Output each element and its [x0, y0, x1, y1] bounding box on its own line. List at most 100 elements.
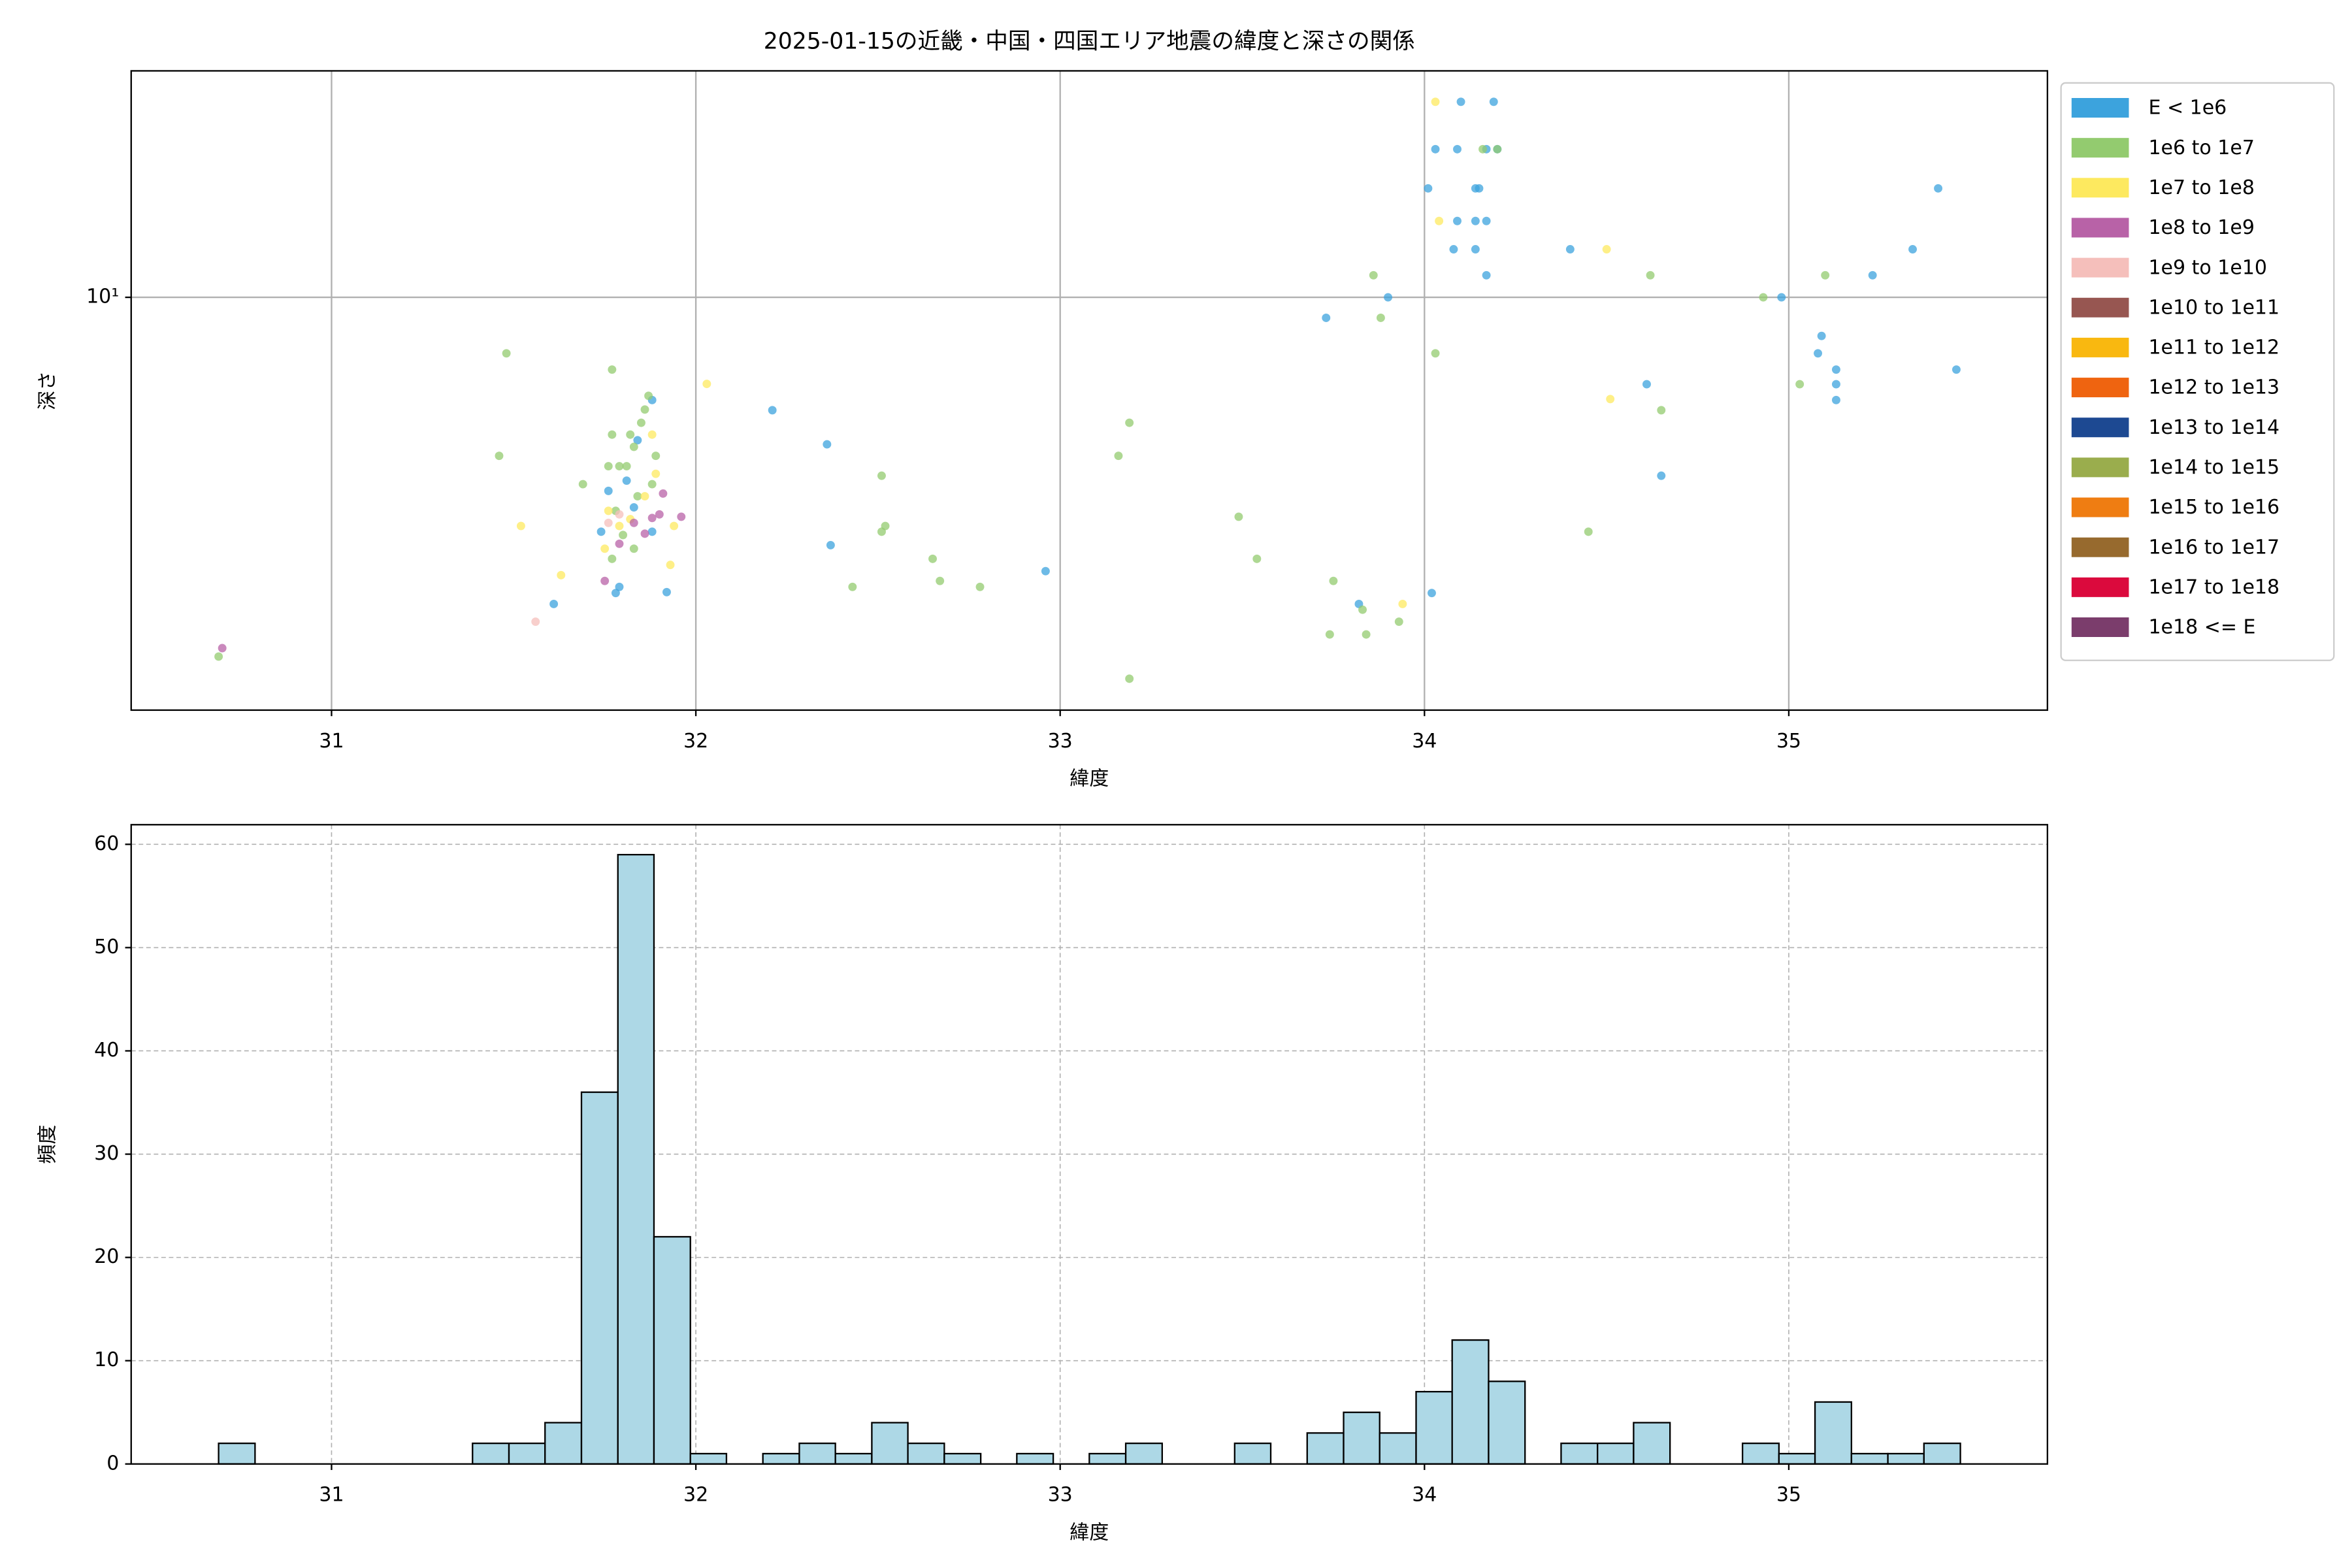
- scatter-point: [1565, 245, 1575, 253]
- histogram-bar: [871, 1422, 909, 1465]
- scatter-point: [622, 476, 631, 485]
- histogram-bar: [1016, 1452, 1054, 1465]
- scatter-point: [823, 440, 832, 449]
- scatter-point: [1435, 216, 1444, 225]
- legend-swatch: [2071, 257, 2129, 278]
- scatter-point: [1453, 216, 1462, 225]
- chart-title: 2025-01-15の近畿・中国・四国エリア地震の緯度と深さの関係: [764, 29, 1415, 55]
- scatter-point: [1369, 270, 1378, 280]
- scatter-point: [655, 510, 664, 519]
- histogram-bar: [1343, 1411, 1380, 1465]
- scatter-point: [1482, 270, 1491, 280]
- histogram-bar: [1923, 1443, 1961, 1465]
- scatter-point: [619, 531, 628, 540]
- y-tick-label: 0: [106, 1452, 119, 1475]
- scatter-point: [1428, 589, 1436, 598]
- scatter-point: [615, 582, 624, 591]
- scatter-point: [659, 489, 668, 498]
- scatter-point: [1471, 245, 1480, 253]
- legend-label: 1e6 to 1e7: [2148, 137, 2254, 159]
- scatter-point: [1493, 144, 1502, 154]
- legend-label: 1e12 to 1e13: [2148, 376, 2279, 399]
- legend-swatch: [2071, 617, 2129, 637]
- legend-label: 1e15 to 1e16: [2148, 496, 2279, 519]
- legend-label: 1e13 to 1e14: [2148, 416, 2279, 439]
- scatter-point: [218, 644, 227, 653]
- scatter-point: [702, 380, 711, 389]
- legend-swatch: [2071, 218, 2129, 238]
- legend-swatch: [2071, 417, 2129, 438]
- scatter-point: [1478, 144, 1487, 154]
- scatter-point: [1759, 293, 1768, 302]
- scatter-point: [877, 527, 886, 536]
- legend-box: [2060, 82, 2335, 661]
- scatter-point: [604, 518, 613, 527]
- histogram-bar: [1451, 1339, 1490, 1465]
- scatter-point: [604, 486, 613, 495]
- histogram-bar: [508, 1443, 546, 1465]
- y-axis-label: 深さ: [36, 371, 59, 410]
- y-tick-label: 60: [94, 832, 119, 855]
- scatter-point: [1657, 471, 1666, 480]
- y-axis-label: 頻度: [36, 1125, 59, 1164]
- histogram-bar: [1887, 1452, 1925, 1465]
- scatter-point: [633, 492, 642, 500]
- scatter-point: [640, 405, 649, 414]
- scatter-point: [629, 503, 638, 512]
- x-tick-label: 34: [1412, 730, 1437, 753]
- histogram-bar: [798, 1443, 836, 1465]
- scatter-point: [1456, 97, 1465, 106]
- x-axis-label: 緯度: [1070, 1521, 1109, 1544]
- y-tick-label: 10¹: [86, 286, 119, 308]
- histogram-bar: [1741, 1443, 1780, 1465]
- x-tick-label: 31: [319, 730, 344, 753]
- scatter-point: [1584, 527, 1593, 536]
- scatter-point: [1453, 144, 1462, 154]
- scatter-point: [1424, 184, 1433, 193]
- plot-frame: [130, 824, 2048, 1465]
- scatter-point: [578, 480, 587, 489]
- legend-label: 1e14 to 1e15: [2148, 456, 2279, 479]
- histogram-bar: [544, 1422, 583, 1465]
- histogram-bar: [907, 1443, 945, 1465]
- legend-swatch: [2071, 577, 2129, 597]
- scatter-point: [1606, 395, 1615, 404]
- scatter-point: [644, 391, 653, 400]
- histogram-bar: [1306, 1432, 1345, 1465]
- scatter-point: [666, 561, 675, 570]
- scatter-point: [768, 406, 777, 415]
- legend-label: E < 1e6: [2148, 97, 2227, 120]
- scatter-point: [629, 442, 638, 451]
- scatter-point: [1322, 314, 1331, 322]
- scatter-point: [1475, 184, 1484, 193]
- scatter-point: [629, 518, 638, 527]
- histogram-bar: [1088, 1452, 1127, 1465]
- legend-swatch: [2071, 138, 2129, 158]
- scatter-point: [647, 514, 657, 523]
- scatter-point: [1041, 566, 1050, 576]
- scatter-point: [531, 617, 540, 627]
- scatter-point: [1376, 314, 1385, 322]
- scatter-point: [1431, 349, 1440, 358]
- scatter-point: [615, 521, 624, 531]
- scatter-point: [633, 436, 642, 445]
- scatter-point: [1358, 605, 1367, 614]
- x-tick-label: 35: [1776, 730, 1801, 753]
- scatter-point: [1125, 674, 1134, 683]
- scatter-point: [549, 599, 559, 608]
- x-tick-label: 32: [683, 730, 708, 753]
- histogram-bar: [1850, 1452, 1889, 1465]
- scatter-point: [615, 510, 624, 519]
- legend-label: 1e11 to 1e12: [2148, 336, 2279, 359]
- scatter-point: [604, 506, 613, 515]
- scatter-point: [636, 418, 645, 427]
- scatter-point: [1325, 630, 1334, 639]
- scatter-point: [1489, 97, 1498, 106]
- legend-swatch: [2071, 337, 2129, 357]
- histogram-bar: [1124, 1443, 1163, 1465]
- scatter-point: [1646, 270, 1655, 280]
- scatter-point: [647, 527, 657, 536]
- scatter-point: [626, 430, 635, 439]
- y-tick-label: 40: [94, 1039, 119, 1062]
- histogram-bar: [1597, 1443, 1635, 1465]
